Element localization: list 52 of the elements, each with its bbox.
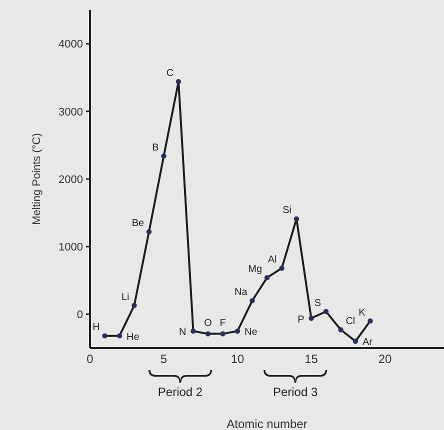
point <box>102 333 108 338</box>
annotation: P <box>298 314 305 326</box>
point <box>234 328 240 334</box>
annotation: N <box>179 327 186 338</box>
annotation: C <box>166 68 174 79</box>
annotation: Cl <box>346 316 356 328</box>
annotation: Mg <box>248 264 262 276</box>
y-axis-title: Melting Points (°C) <box>31 133 43 225</box>
point <box>338 327 344 332</box>
annotation: Be <box>132 218 144 230</box>
point <box>294 216 300 222</box>
annotation: H <box>92 322 100 334</box>
annotation: Li <box>122 292 130 303</box>
x-tick-label: 5 <box>160 352 168 366</box>
text: Period 3 <box>272 385 318 399</box>
annotation: O <box>204 318 212 329</box>
point <box>161 153 166 159</box>
y-tick-label: 1000 <box>58 241 83 254</box>
point <box>250 298 255 304</box>
point <box>323 308 329 314</box>
point <box>176 79 182 84</box>
point <box>279 266 284 271</box>
point <box>352 338 358 344</box>
point <box>220 331 226 336</box>
y-tick-label: 4000 <box>58 38 83 51</box>
annotation: Na <box>234 287 248 298</box>
point <box>190 328 196 334</box>
point <box>205 331 211 336</box>
point <box>264 275 270 280</box>
annotation: Al <box>268 254 277 266</box>
annotation: S <box>314 298 322 309</box>
annotation: He <box>126 332 140 343</box>
point <box>116 333 122 338</box>
x-tick-label: 10 <box>230 352 244 366</box>
annotation: Ar <box>362 337 374 348</box>
point <box>146 229 152 234</box>
point <box>132 302 137 308</box>
annotation: B <box>152 142 160 154</box>
annotation: Ne <box>244 327 258 338</box>
annotation: Si <box>282 205 292 216</box>
x-tick-label: 20 <box>378 352 392 366</box>
x-axis-title: Atomic number <box>226 417 308 430</box>
x-tick-label: 0 <box>86 352 94 366</box>
y-tick-label: 2000 <box>58 174 83 186</box>
annotation: F <box>220 318 226 329</box>
x-tick-label: 15 <box>304 352 318 366</box>
point <box>308 316 314 321</box>
text: Period 2 <box>158 385 203 399</box>
annotation: K <box>358 307 366 318</box>
y-tick-label: 0 <box>76 309 83 322</box>
y-tick-label: 3000 <box>58 106 83 118</box>
point <box>368 318 373 324</box>
